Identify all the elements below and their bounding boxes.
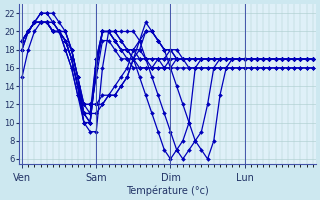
X-axis label: Température (°c): Température (°c) <box>126 185 209 196</box>
